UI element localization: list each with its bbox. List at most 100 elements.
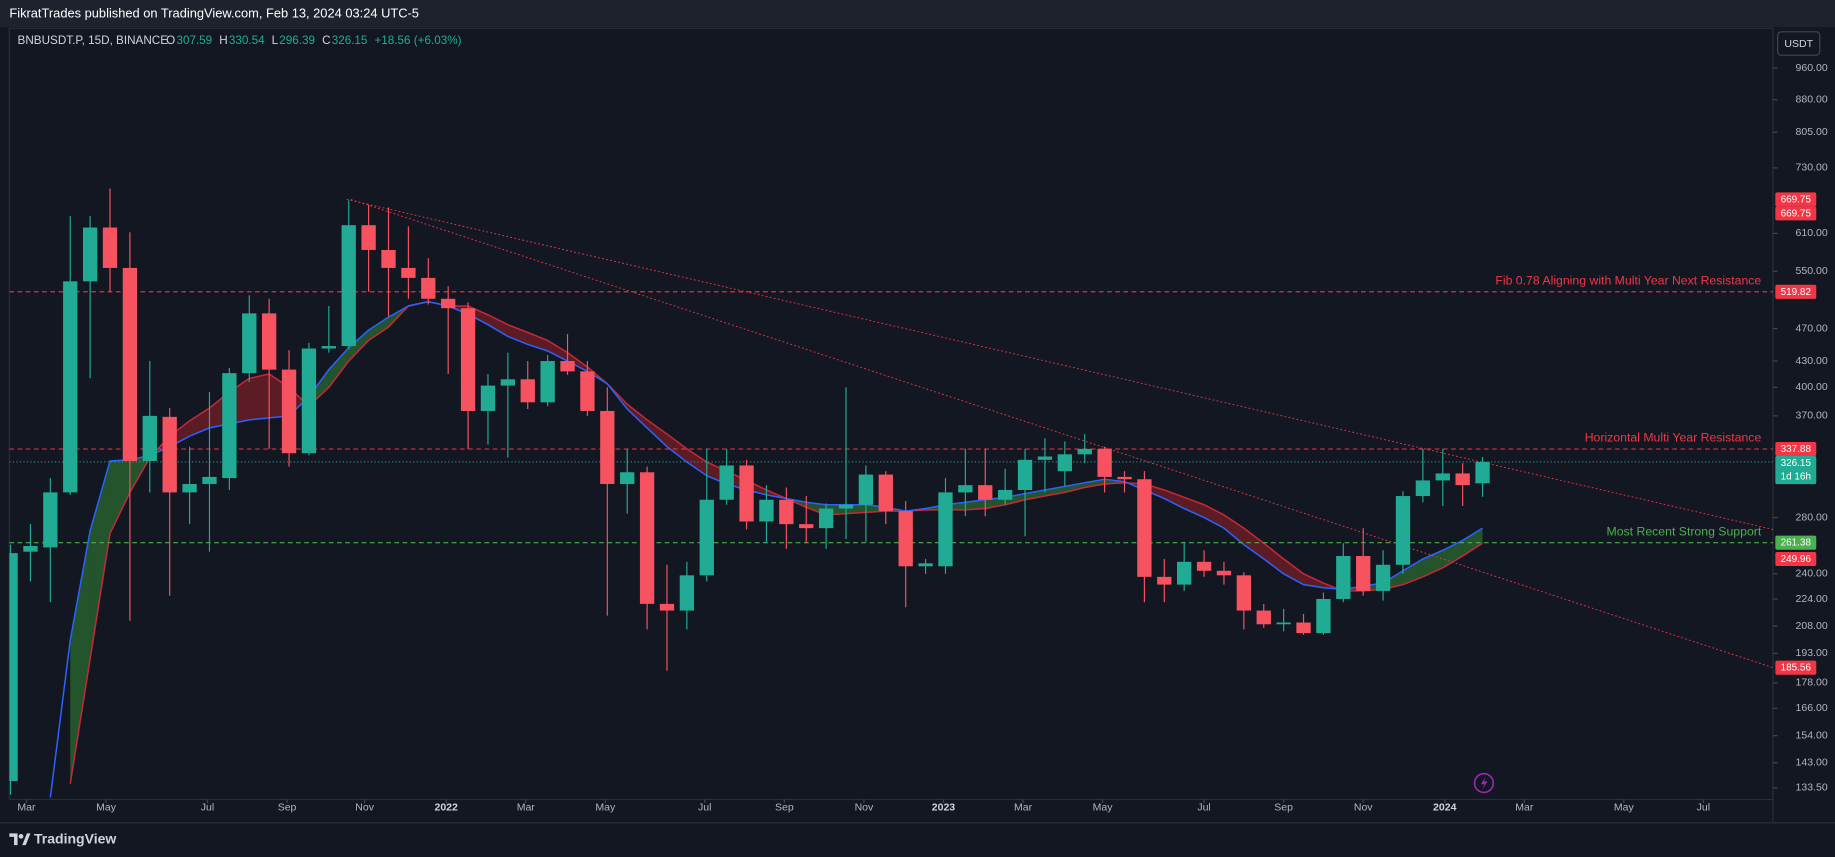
y-tick-label: 143.00 — [1796, 757, 1828, 769]
candle-body — [1395, 496, 1411, 565]
candle-body — [1316, 598, 1331, 634]
ribbon-fill — [1064, 482, 1085, 493]
ribbon-fill — [527, 332, 548, 351]
candle-body — [361, 225, 376, 250]
x-tick-label: May — [1614, 801, 1635, 813]
candle-body — [1455, 473, 1470, 486]
ribbon-fill — [368, 317, 389, 341]
candle-body — [639, 472, 655, 604]
y-tick-label: 224.00 — [1796, 593, 1828, 605]
candle-body — [122, 267, 138, 461]
ohlc-key: L — [272, 34, 279, 47]
candle-body — [480, 385, 496, 411]
candle-body — [182, 483, 197, 493]
x-tick-label: Mar — [1515, 801, 1534, 813]
x-tick-label: 2023 — [932, 801, 956, 813]
candle-body — [1296, 622, 1311, 634]
ribbon-fill — [547, 340, 568, 362]
candle-body — [540, 361, 555, 403]
candle-body — [500, 379, 516, 386]
ribbon-fill — [647, 419, 667, 447]
candle-body — [818, 508, 834, 529]
price-badge — [1775, 660, 1817, 675]
currency-button[interactable] — [1777, 31, 1821, 56]
candle-body — [1356, 556, 1371, 591]
y-tick-label: 610.00 — [1796, 227, 1828, 239]
y-tick-label: 280.00 — [1796, 511, 1828, 523]
y-tick-label: 430.00 — [1796, 355, 1828, 367]
candle-body — [1137, 479, 1152, 577]
y-tick-label: 805.00 — [1796, 126, 1828, 138]
x-tick-label: Nov — [1354, 801, 1373, 813]
candle-body — [1216, 570, 1232, 576]
price-badge — [1775, 206, 1817, 221]
alert-icon[interactable] — [1473, 772, 1495, 794]
candle-body — [679, 575, 695, 611]
ohlc-change: +18.56 (+6.03%) — [374, 34, 461, 47]
candle-body — [43, 492, 58, 548]
candle-body — [600, 410, 615, 484]
ribbon-fill — [666, 434, 687, 463]
ribbon-fill — [328, 347, 349, 388]
ribbon-fill — [1462, 528, 1483, 557]
y-tick-label: 470.00 — [1796, 322, 1828, 334]
candle-body — [102, 227, 118, 268]
x-tick-label: Sep — [775, 801, 794, 813]
candle-body — [520, 379, 535, 403]
candle-body — [858, 474, 874, 505]
candle-body — [222, 373, 237, 479]
candle-body — [63, 281, 78, 493]
candle-body — [1177, 561, 1192, 585]
candle-body — [838, 504, 854, 509]
candle-body — [878, 474, 893, 512]
x-tick-label: May — [96, 801, 117, 813]
candle-body — [202, 476, 217, 484]
ribbon-fill — [1025, 489, 1045, 500]
candle-body — [1256, 610, 1271, 625]
candle-body — [82, 227, 98, 282]
ribbon-fill — [110, 459, 130, 534]
ribbon-fill — [985, 497, 1006, 509]
ribbon-fill — [1184, 497, 1205, 518]
ribbon-fill — [249, 373, 270, 420]
candle-body — [759, 499, 774, 522]
candle-body — [719, 465, 734, 500]
candle-body — [321, 346, 336, 349]
ribbon-fill — [686, 448, 707, 476]
candle-body — [281, 369, 297, 454]
x-tick-label: Sep — [278, 801, 297, 813]
candle-body — [1037, 456, 1053, 460]
price-badge — [1775, 192, 1817, 207]
x-tick-label: Jul — [1697, 801, 1710, 813]
candle-body — [1196, 561, 1212, 571]
price-badge-label: 261.38 — [1781, 538, 1812, 549]
ribbon-fill — [348, 330, 369, 362]
candle-body — [1236, 575, 1252, 611]
level-label: Horizontal Multi Year Resistance — [1585, 431, 1762, 445]
x-tick-label: Mar — [17, 801, 36, 813]
x-tick-label: May — [595, 801, 616, 813]
candle-body — [1077, 448, 1092, 455]
candle-body — [460, 308, 476, 411]
candle-body — [9, 553, 18, 782]
candle-body — [242, 313, 257, 374]
x-tick-label: Jul — [201, 801, 214, 813]
y-tick-label: 208.00 — [1796, 620, 1828, 632]
price-axis: 960.00 880.00 805.00 730.00 610.00 550.00 470.… — [17, 62, 1827, 814]
x-tick-label: Nov — [355, 801, 374, 813]
ohlc-key: C — [322, 34, 330, 47]
candle-body — [1117, 476, 1132, 480]
y-tick-label: 154.00 — [1796, 729, 1828, 741]
candle-body — [401, 267, 416, 278]
candle-body — [918, 563, 933, 567]
price-badge — [1775, 284, 1817, 299]
candle-body — [1017, 459, 1033, 490]
ribbon-fill — [1204, 504, 1224, 529]
x-tick-label: Mar — [517, 801, 536, 813]
candle-body — [1097, 448, 1112, 477]
candle-body — [341, 225, 356, 347]
price-badge-label: 185.56 — [1781, 663, 1812, 674]
level-label: Fib 0.78 Aligning with Multi Year Next R… — [1495, 274, 1761, 288]
ribbon-fill — [70, 530, 91, 784]
